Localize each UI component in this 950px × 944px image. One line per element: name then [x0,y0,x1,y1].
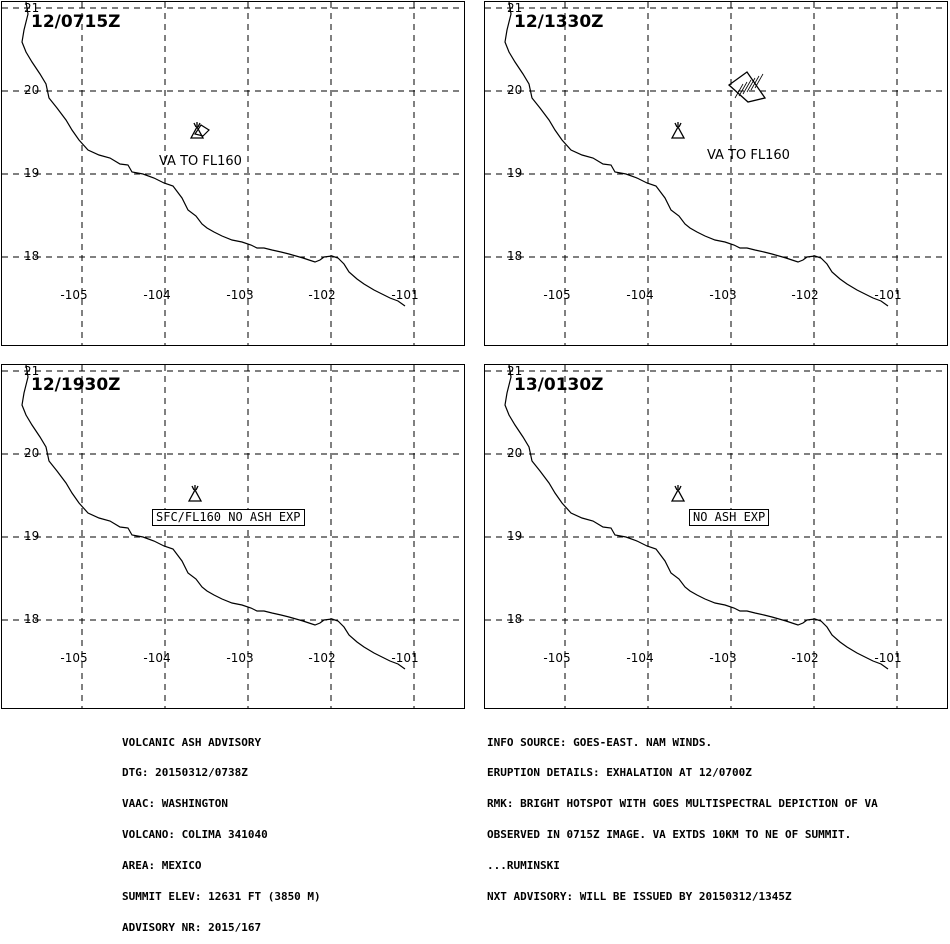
ash-label: VA TO FL160 [707,148,790,163]
coastline [504,2,889,307]
coastline [21,2,406,307]
lon-label-105: -105 [60,288,88,302]
advisory-line: RMK: BRIGHT HOTSPOT WITH GOES MULTISPECT… [487,797,878,811]
lon-label-104: -104 [143,651,171,665]
map-panel-3: 12/1930Z 21 20 19 18 -105 -104 -103 -102… [1,364,465,709]
ash-cloud-polygon [727,71,767,103]
advisory-line: SUMMIT ELEV: 12631 FT (3850 M) [122,890,321,904]
lon-label-102: -102 [791,651,819,665]
ash-cloud-polygon [194,124,210,137]
coastline [21,365,406,670]
lon-label-103: -103 [709,288,737,302]
lat-label-19: 19 [507,529,523,543]
lat-label-18: 18 [24,249,40,263]
lon-label-103: -103 [709,651,737,665]
panel-time: 13/0130Z [514,375,604,395]
lon-label-105: -105 [543,651,571,665]
advisory-line: OBSERVED IN 0715Z IMAGE. VA EXTDS 10KM T… [487,828,852,842]
panel-time: 12/1330Z [514,12,604,32]
advisory-right-text: INFO SOURCE: GOES-EAST. NAM WINDS. ERUPT… [487,717,878,913]
lat-label-21: 21 [24,1,40,15]
lon-label-101: -101 [874,651,902,665]
lon-label-104: -104 [626,288,654,302]
lon-label-101: -101 [391,288,419,302]
coastline [504,365,889,670]
advisory-line: NXT ADVISORY: WILL BE ISSUED BY 20150312… [487,890,792,904]
lat-label-20: 20 [507,446,523,460]
lon-label-101: -101 [391,651,419,665]
ash-label: VA TO FL160 [159,154,242,169]
advisory-line: DTG: 20150312/0738Z [122,766,248,780]
advisory-line: INFO SOURCE: GOES-EAST. NAM WINDS. [487,735,713,749]
grid-lines [485,2,947,345]
lon-label-101: -101 [874,288,902,302]
lon-label-103: -103 [226,288,254,302]
map-panel-4: 13/0130Z 21 20 19 18 -105 -104 -103 -102… [484,364,948,709]
map-graphic [2,2,464,345]
lat-label-18: 18 [24,612,40,626]
advisory-line: ...RUMINSKI [487,859,560,873]
lat-label-21: 21 [507,1,523,15]
lat-label-20: 20 [24,83,40,97]
map-graphic [485,2,947,345]
lon-label-104: -104 [143,288,171,302]
lon-label-102: -102 [308,288,336,302]
lat-label-21: 21 [507,364,523,378]
lon-label-105: -105 [543,288,571,302]
advisory-line: VOLCANIC ASH ADVISORY [122,735,262,749]
lat-label-19: 19 [24,529,40,543]
volcano-icon [670,122,686,139]
map-graphic [2,365,464,708]
lat-label-20: 20 [507,83,523,97]
lat-label-19: 19 [507,166,523,180]
lat-label-18: 18 [507,612,523,626]
advisory-line: ERUPTION DETAILS: EXHALATION AT 12/0700Z [487,766,752,780]
lat-label-18: 18 [507,249,523,263]
volcano-icon [670,485,686,502]
lat-label-21: 21 [24,364,40,378]
advisory-line: ADVISORY NR: 2015/167 [122,920,262,934]
grid-lines [485,365,947,708]
advisory-line: VOLCANO: COLIMA 341040 [122,828,268,842]
lon-label-105: -105 [60,651,88,665]
grid-lines [2,2,464,345]
lat-label-20: 20 [24,446,40,460]
lon-label-102: -102 [308,651,336,665]
advisory-line: AREA: MEXICO [122,859,202,873]
volcano-icon [189,122,205,139]
no-ash-box: NO ASH EXP [689,509,770,526]
lat-label-19: 19 [24,166,40,180]
lon-label-102: -102 [791,288,819,302]
map-panel-2: 12/1330Z 21 20 19 18 -105 -104 -103 -102… [484,1,948,346]
map-graphic [485,365,947,708]
advisory-left-text: VOLCANIC ASH ADVISORY DTG: 20150312/0738… [122,717,321,944]
volcano-icon [187,485,203,502]
panel-time: 12/1930Z [31,375,121,395]
lon-label-104: -104 [626,651,654,665]
advisory-line: VAAC: WASHINGTON [122,797,228,811]
map-panel-1: 12/0715Z 21 20 19 18 -105 -104 -103 -102… [1,1,465,346]
lon-label-103: -103 [226,651,254,665]
panel-time: 12/0715Z [31,12,121,32]
grid-lines [2,365,464,708]
no-ash-box: SFC/FL160 NO ASH EXP [152,509,305,526]
